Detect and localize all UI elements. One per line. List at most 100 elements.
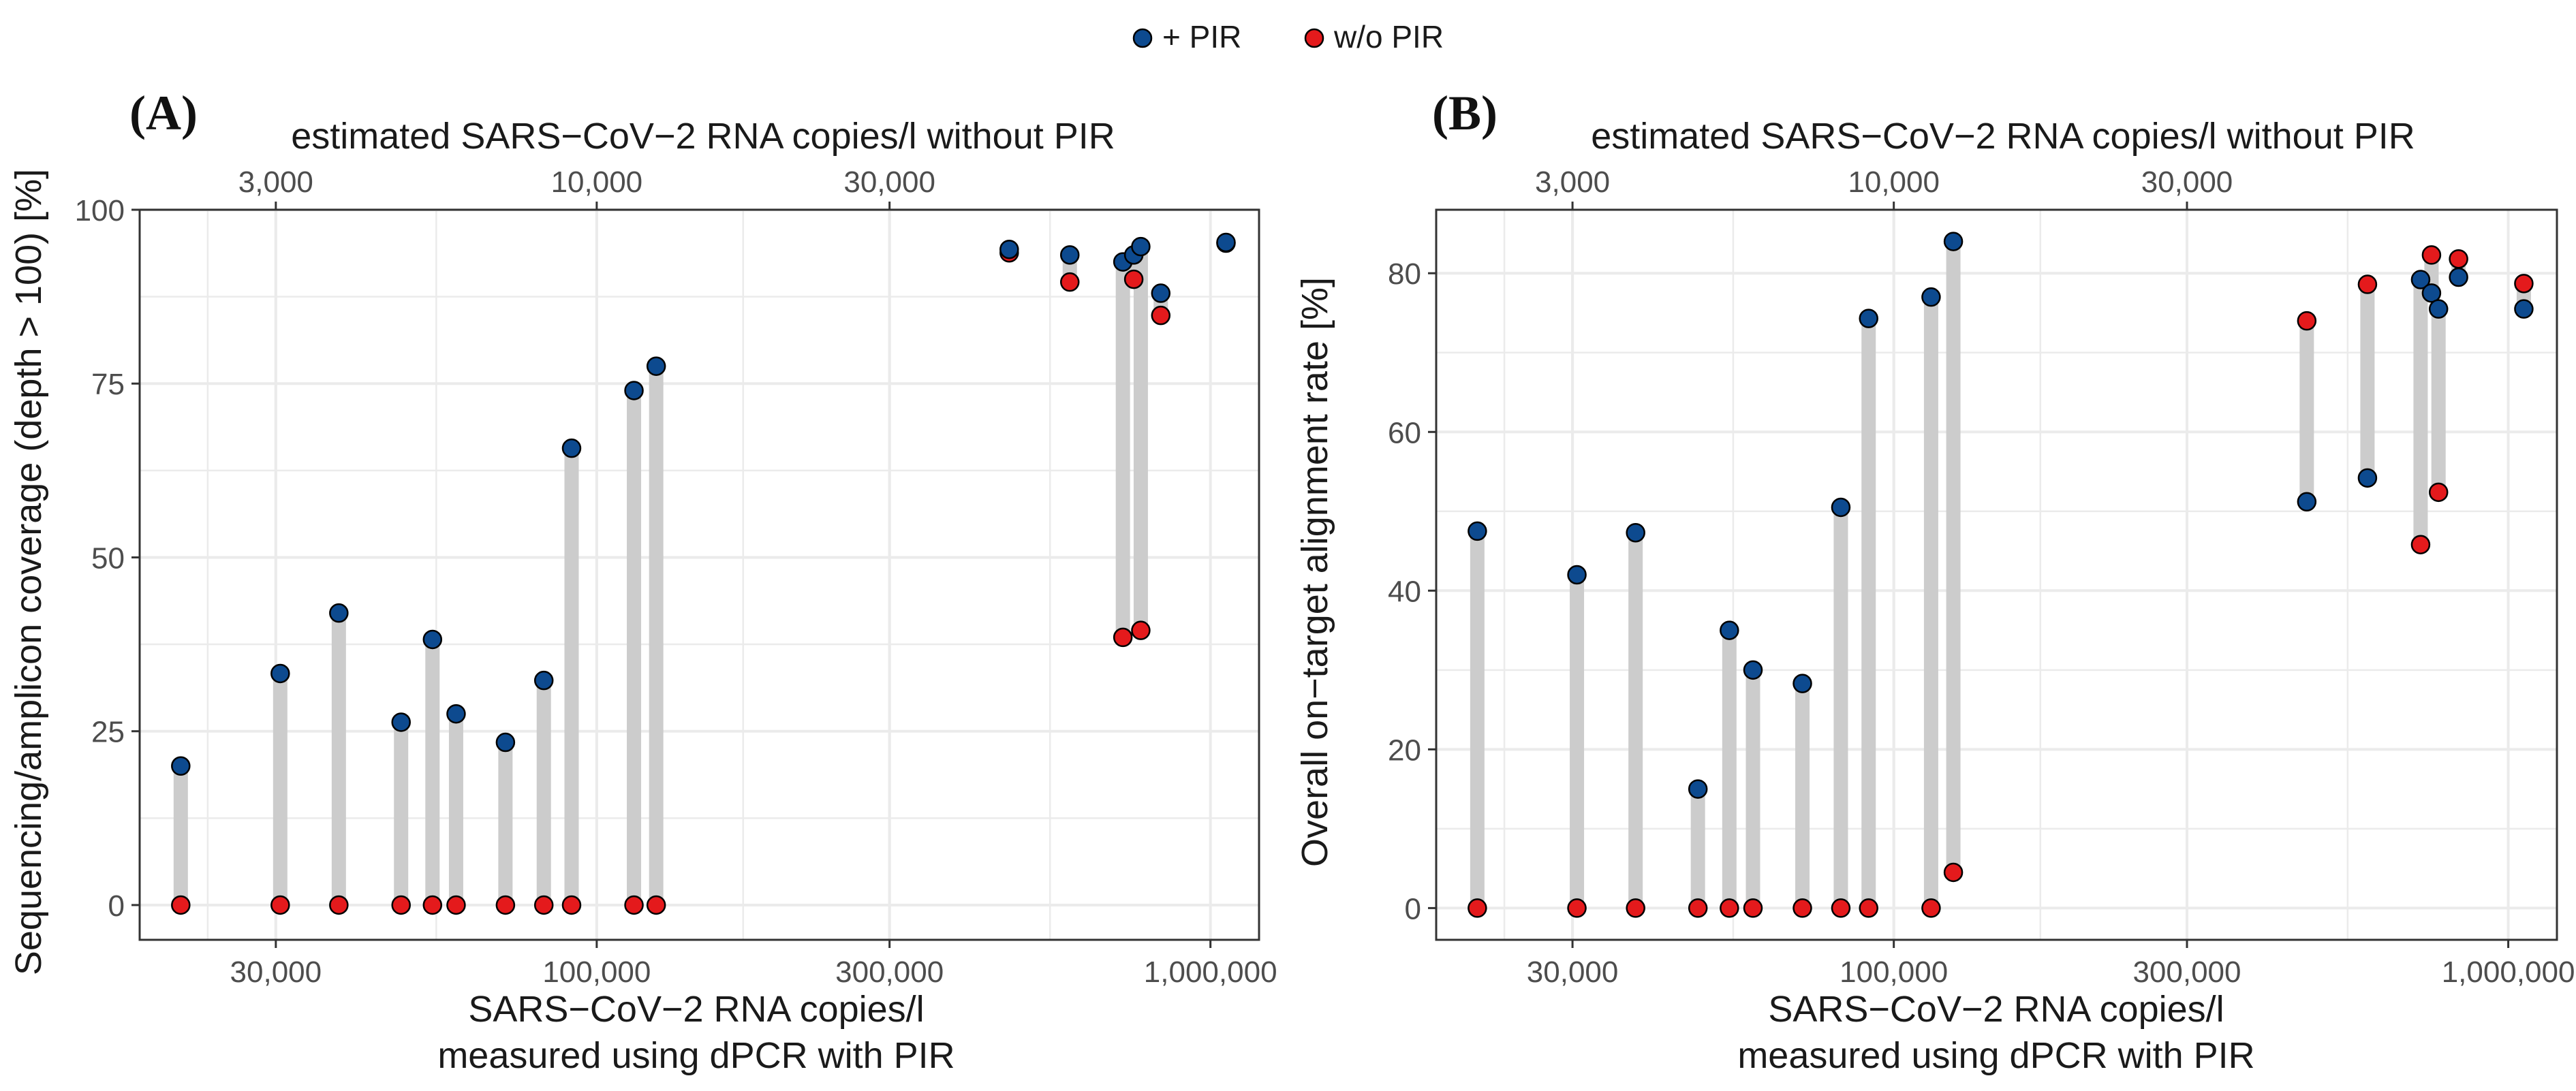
panel-b-point-without-pir [1720,898,1739,918]
panel-a-point-without-pir [1060,272,1080,292]
panel-a-point-with-pir [329,603,349,623]
panel-b-point-with-pir [2514,299,2534,319]
panel-b-point-with-pir [1468,521,1487,541]
panel-b-point-with-pir [1921,287,1941,307]
panel-a-y-tick-label: 100 [75,194,125,227]
panel-b-border [1435,208,2558,941]
legend: + PIR w/o PIR [1132,19,1444,54]
panel-b-y-axis-title: Overall on−target alignment rate [%] [1294,277,1335,867]
panel-a-point-without-pir [329,895,349,915]
legend-label-with-pir: + PIR [1162,19,1241,54]
panel-a-point-with-pir [422,629,443,650]
panel-b-x-axis-title-line2: measured using dPCR with PIR [1737,1035,2254,1076]
panel-a-point-with-pir [999,239,1019,259]
panel-b-point-without-pir [2297,311,2317,331]
panel-a-point-without-pir [533,895,554,915]
panel-b-point-without-pir [1859,898,1878,918]
panel-a-x2-tick-label: 3,000 [238,165,313,199]
panel-a-x2-tick-label: 30,000 [843,165,935,199]
panel-b-point-without-pir [2514,274,2534,294]
panel-b-y-tick-label: 80 [1388,257,1421,291]
panel-b: (B) estimated SARS−CoV−2 RNA copies/l wi… [1294,86,2575,1076]
panel-b-point-with-pir [2357,468,2378,488]
panel-b-x2-tick-label: 10,000 [1848,165,1940,199]
panel-b-point-with-pir [2428,299,2449,319]
panel-b-point-without-pir [1793,898,1812,918]
panel-b-point-without-pir [1468,898,1487,918]
panel-b-letter: (B) [1432,86,1498,140]
panel-b-y-tick-label: 20 [1388,733,1421,767]
panel-a-letter: (A) [129,86,198,140]
panel-b-x-tick-label: 1,000,000 [2442,955,2575,989]
panel-a-point-without-pir [624,895,644,915]
panel-a-x-tick-label: 30,000 [230,955,322,989]
panel-b-point-without-pir [1688,898,1708,918]
panel-a-point-with-pir [1131,236,1151,257]
panel-b-point-without-pir [1921,898,1941,918]
panel-b-point-without-pir [2449,249,2468,269]
panel-a-x-tick-label: 100,000 [542,955,651,989]
panel-a-border [138,208,1260,941]
panel-b-y-tick-label: 60 [1388,416,1421,449]
panel-a-x-axis-title-line1: SARS−CoV−2 RNA copies/l [468,989,924,1030]
panel-a-x-axis-title-line2: measured using dPCR with PIR [437,1035,955,1076]
panel-b-y-tick-label: 40 [1388,575,1421,608]
panel-a-point-without-pir [422,895,443,915]
panel-a-point-with-pir [446,703,466,724]
panel-b-point-without-pir [2421,245,2442,265]
panel-a-point-without-pir [446,895,466,915]
panel-a-y-tick-label: 0 [108,889,125,923]
panel-b-plot-area: 0 20 40 60 80 30,000 100,000 300,000 1,000,000 3,… [1388,165,2575,989]
panel-b-background [1436,210,2557,940]
panel-b-point-with-pir [1943,232,1964,251]
panel-a-x-tick-label: 1,000,000 [1144,955,1277,989]
panel-b-point-with-pir [1720,620,1739,640]
panel-b-top-axis-title: estimated SARS−CoV−2 RNA copies/l withou… [1591,116,2415,157]
panel-b-point-without-pir [1567,898,1587,918]
panel-b-point-without-pir [2428,482,2449,503]
panel-b-x-axis-title-line1: SARS−CoV−2 RNA copies/l [1768,989,2224,1030]
panel-b-x-tick-label: 30,000 [1527,955,1619,989]
panel-a-plot-area: 0 25 50 75 100 30,000 100,000 300,000 1,000,000 3… [75,165,1277,989]
panel-b-point-without-pir [2410,535,2431,554]
panel-a: (A) estimated SARS−CoV−2 RNA copies/l wi… [8,86,1277,1076]
panel-a-point-without-pir [1151,305,1171,326]
panel-b-point-with-pir [2410,270,2431,289]
legend-key-without-pir [1304,28,1324,48]
legend-key-with-pir [1132,28,1153,48]
panel-b-point-with-pir [1793,674,1812,693]
panel-a-x-tick-label: 300,000 [835,955,944,989]
panel-a-point-with-pir [533,670,554,691]
panel-b-x-tick-label: 100,000 [1840,955,1948,989]
panel-a-point-without-pir [391,895,411,915]
panel-b-x2-tick-label: 30,000 [2141,165,2233,199]
panel-a-point-without-pir [646,895,666,915]
panel-b-point-with-pir [1743,660,1763,680]
panel-a-x2-tick-label: 10,000 [551,165,643,199]
panel-b-point-without-pir [2357,274,2378,294]
panel-a-point-with-pir [1060,245,1080,265]
panel-a-y-tick-label: 75 [91,368,125,401]
panel-a-point-with-pir [270,663,290,684]
panel-b-point-without-pir [1626,898,1645,918]
panel-a-y-tick-label: 25 [91,716,125,749]
panel-a-y-axis-title: Sequencing/amplicon coverage (depth > 10… [8,169,49,975]
panel-a-point-without-pir [1123,269,1144,289]
panel-a-background [140,210,1259,940]
panel-a-point-with-pir [1151,283,1171,303]
panel-b-y-tick-label: 0 [1405,892,1421,926]
panel-b-point-with-pir [1859,309,1878,328]
panel-b-point-with-pir [1831,497,1851,518]
panel-a-point-with-pir [646,356,666,376]
panel-b-x-tick-label: 300,000 [2132,955,2241,989]
panel-b-point-with-pir [2297,492,2317,512]
panel-a-point-with-pir [495,732,516,753]
panel-a-point-without-pir [495,895,516,915]
panel-a-point-without-pir [1131,620,1151,640]
panel-a-point-with-pir [561,438,582,458]
panel-b-point-with-pir [1688,779,1708,799]
panel-a-point-without-pir [561,895,582,915]
panel-a-y-tick-label: 50 [91,541,125,575]
panel-a-point-with-pir [1216,232,1236,253]
